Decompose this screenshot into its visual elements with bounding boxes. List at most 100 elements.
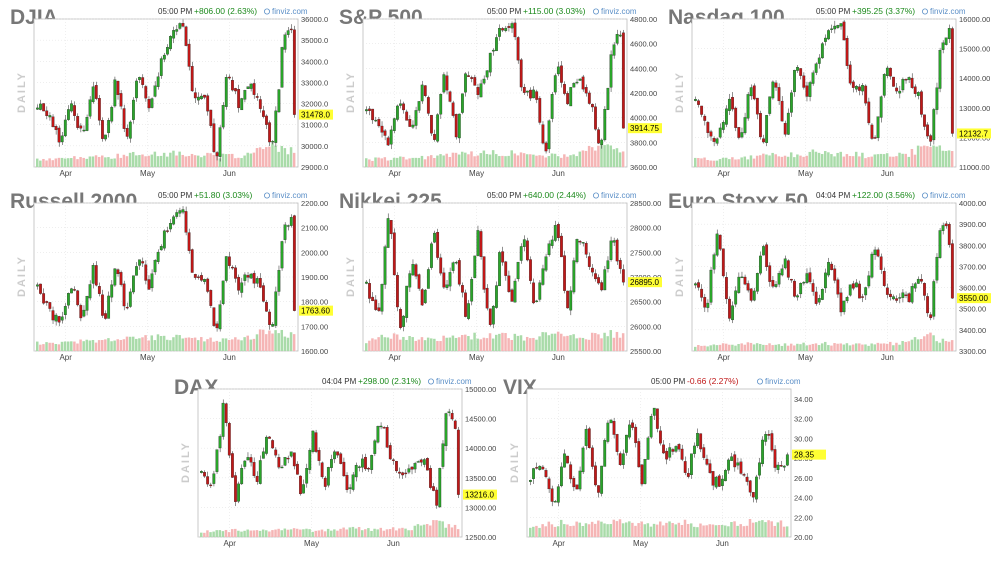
volume-bar (255, 334, 259, 351)
volume-bar (178, 335, 181, 351)
volume-bar (584, 523, 588, 537)
y-tick-label: 13000.00 (959, 104, 990, 113)
finviz-brand[interactable]: finviz.com (601, 191, 637, 200)
candle-body (606, 422, 610, 442)
candle-body (845, 38, 849, 66)
volume-bar (227, 153, 231, 167)
candle-body (119, 93, 123, 107)
volume-bar (426, 156, 430, 167)
volume-bar (271, 333, 274, 351)
candle-body (430, 243, 433, 268)
volume-bar (529, 527, 532, 537)
finviz-brand[interactable]: finviz.com (765, 377, 801, 386)
candle-body (714, 476, 718, 488)
volume-bar (382, 530, 386, 537)
volume-bar (706, 160, 709, 167)
finviz-brand[interactable]: finviz.com (436, 377, 472, 386)
candle-body (36, 107, 39, 110)
volume-bar (709, 160, 712, 167)
candle-body (379, 425, 383, 428)
volume-bar (802, 156, 805, 167)
candle-body (128, 121, 132, 139)
candle-body (793, 69, 796, 93)
volume-bar (271, 530, 274, 537)
candle-body (67, 293, 70, 306)
candle-body (255, 96, 259, 98)
candle-body (423, 85, 427, 97)
candle-body (547, 243, 551, 256)
candle-body (572, 260, 576, 293)
chart-svg: S&P 500 05:00 PM +115.00 (3.03%) finviz.com… (339, 6, 662, 178)
candle-body (796, 67, 799, 71)
candle-body (544, 142, 548, 152)
candle-body (357, 466, 361, 468)
volume-bar (433, 158, 436, 167)
candle-body (578, 78, 582, 81)
month-label: Jun (716, 539, 729, 548)
candle-body (283, 34, 287, 50)
candle-body (743, 117, 747, 134)
candle-body (532, 89, 535, 99)
volume-bar (368, 159, 371, 167)
chart-panel-dax[interactable]: DAX 04:04 PM +298.00 (2.31%) finviz.com 1500… (172, 375, 497, 548)
chart-svg: Russell 2000 05:00 PM +51.80 (3.03%) finviz… (10, 190, 333, 362)
volume-bar (768, 343, 771, 351)
volume-bar (935, 146, 938, 167)
volume-bar (240, 531, 243, 537)
candle-body (553, 75, 557, 93)
candle-body (277, 89, 281, 113)
volume-bar (609, 524, 612, 537)
finviz-brand[interactable]: finviz.com (601, 7, 637, 16)
candle-body (858, 86, 861, 91)
chart-time: 04:04 PM (816, 191, 851, 200)
candle-body (749, 288, 753, 301)
chart-panel-nasdaq100[interactable]: Nasdaq 100 05:00 PM +395.25 (3.37%) finviz.… (666, 5, 991, 178)
finviz-brand[interactable]: finviz.com (272, 7, 308, 16)
candle-body (377, 307, 381, 311)
candle-body (125, 127, 129, 137)
daily-axis-label: DAILY (180, 441, 192, 483)
chart-panel-russell2000[interactable]: Russell 2000 05:00 PM +51.80 (3.03%) finviz… (8, 189, 333, 362)
chart-panel-sp500[interactable]: S&P 500 05:00 PM +115.00 (3.03%) finviz.com… (337, 5, 662, 178)
volume-bar (572, 525, 575, 537)
y-tick-label: 30000.0 (301, 142, 328, 151)
volume-bar (944, 150, 948, 167)
volume-bar (674, 524, 677, 537)
candle-body (175, 29, 179, 32)
month-label: Apr (717, 353, 730, 362)
volume-bar (697, 345, 700, 351)
volume-bar (861, 344, 864, 351)
volume-bar (286, 529, 290, 537)
candle-body (513, 22, 517, 38)
candle-body (144, 86, 148, 99)
volume-bar (782, 526, 786, 537)
volume-bar (566, 156, 569, 167)
volume-bar (209, 153, 212, 167)
candle-body (488, 308, 492, 325)
candle-body (436, 114, 440, 142)
chart-panel-eurostoxx50[interactable]: Euro Stoxx 50 04:04 PM +122.00 (3.56%) finv… (666, 189, 991, 362)
candle-body (858, 283, 861, 299)
y-tick-label: 34000.0 (301, 57, 328, 66)
candle-body (405, 285, 409, 318)
finviz-brand[interactable]: finviz.com (272, 191, 308, 200)
volume-bar (693, 526, 696, 537)
finviz-brand[interactable]: finviz.com (930, 191, 966, 200)
candle-body (473, 255, 477, 278)
y-tick-label: 4200.00 (630, 89, 657, 98)
volume-bar (870, 156, 873, 167)
finviz-brand[interactable]: finviz.com (930, 7, 966, 16)
candle-body (597, 485, 600, 493)
candle-body (848, 64, 852, 84)
chart-panel-vix[interactable]: VIX 05:00 PM -0.66 (2.27%) finviz.com 34.00 3… (501, 375, 826, 548)
candle-body (609, 240, 613, 260)
volume-bar (470, 151, 473, 167)
volume-bar (249, 530, 253, 537)
volume-bar (237, 530, 240, 537)
candle-body (730, 456, 734, 461)
chart-panel-djia[interactable]: DJIA 05:00 PM +806.00 (2.63%) finviz.com 360… (8, 5, 333, 178)
volume-bar (383, 157, 387, 167)
volume-bar (373, 528, 376, 537)
chart-panel-nikkei225[interactable]: Nikkei 225 05:00 PM +640.00 (2.44%) finviz.… (337, 189, 662, 362)
candle-body (817, 298, 821, 303)
